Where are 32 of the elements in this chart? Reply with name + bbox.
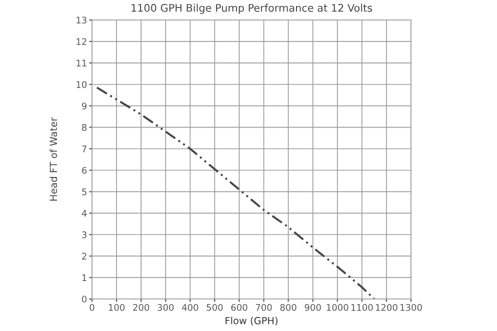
y-tick-label: 3: [82, 231, 86, 238]
y-tick-label: 10: [76, 81, 87, 88]
x-tick-label: 1300: [400, 304, 422, 311]
x-tick-label: 100: [108, 304, 125, 311]
x-tick-label: 0: [90, 304, 94, 311]
x-tick-label: 1200: [376, 304, 398, 311]
x-tick-label: 500: [206, 304, 223, 311]
y-tick-label: 1: [82, 274, 86, 281]
x-tick-label: 400: [182, 304, 198, 311]
y-tick-label: 12: [76, 38, 86, 45]
line-series: [96, 86, 376, 299]
y-tick-label: 5: [82, 188, 86, 196]
x-tick-label: 800: [280, 304, 296, 311]
chart-title: 1100 GPH Bilge Pump Performance at 12 Volts: [132, 4, 372, 14]
y-tick-label: 0: [82, 296, 87, 303]
y-tick-label: 9: [82, 102, 87, 110]
x-tick-label: 1100: [351, 304, 373, 311]
y-axis-title: Head FT of Water: [50, 117, 58, 201]
y-tick-label: 2: [82, 252, 86, 260]
x-tick-label: 700: [256, 304, 272, 311]
x-tick-label: 900: [304, 304, 321, 311]
y-tick-label: 4: [82, 210, 87, 217]
x-tick-label: 300: [158, 304, 174, 311]
y-tick-label: 13: [76, 16, 86, 24]
x-axis-title: Flow (GPH): [226, 316, 278, 326]
x-tick-label: 200: [133, 304, 150, 311]
x-tick-label: 600: [231, 304, 248, 311]
y-tick-label: 6: [82, 166, 87, 174]
y-tick-label: 11: [76, 60, 86, 66]
x-tick-label: 1000: [326, 304, 348, 311]
y-tick-label: 7: [82, 146, 86, 152]
y-tick-label: 8: [82, 124, 87, 131]
